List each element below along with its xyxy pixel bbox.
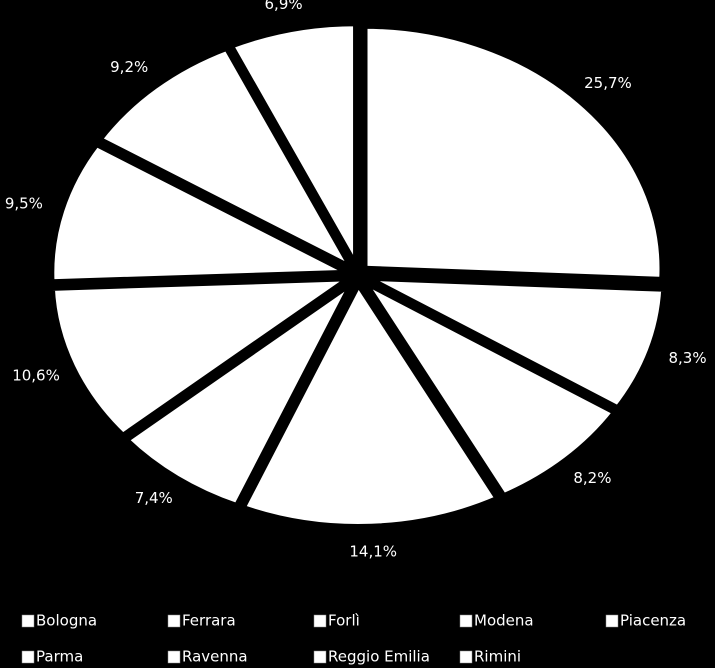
data-label: 8,2% (573, 469, 611, 487)
pie-slice (121, 279, 356, 510)
legend-label: Ferrara (182, 612, 236, 630)
legend-swatch (459, 650, 473, 664)
data-label: 25,7% (584, 74, 632, 92)
legend-label: Reggio Emilia (328, 648, 430, 666)
legend-label: Modena (474, 612, 534, 630)
legend-swatch (605, 614, 619, 628)
pie-slice (94, 44, 360, 276)
pie-slice (48, 140, 351, 286)
data-label: 9,2% (110, 58, 148, 76)
pie-slice (361, 22, 666, 283)
pie-slice (238, 278, 503, 530)
legend-label: Parma (36, 648, 83, 666)
legend-swatch (21, 650, 35, 664)
legend-swatch (313, 650, 327, 664)
data-label: 7,4% (135, 489, 173, 507)
data-label: 8,3% (669, 349, 707, 367)
legend-label: Rimini (474, 648, 521, 666)
legend-swatch (167, 614, 181, 628)
legend-swatch (167, 650, 181, 664)
data-label: 9,5% (5, 194, 43, 212)
pie-slice (365, 274, 668, 413)
legend-label: Ravenna (182, 648, 248, 666)
legend-swatch (21, 614, 35, 628)
data-label: 14,1% (349, 542, 397, 560)
pie-slice (355, 273, 620, 501)
legend-swatch (313, 614, 327, 628)
pie-slice (48, 274, 360, 440)
legend-label: Forlì (328, 612, 360, 630)
legend-swatch (459, 614, 473, 628)
legend-label: Piacenza (620, 612, 686, 630)
legend-label: Bologna (36, 612, 97, 630)
data-label: 6,9% (265, 0, 303, 13)
pie-slice (226, 20, 360, 278)
data-label: 10,6% (12, 366, 60, 384)
